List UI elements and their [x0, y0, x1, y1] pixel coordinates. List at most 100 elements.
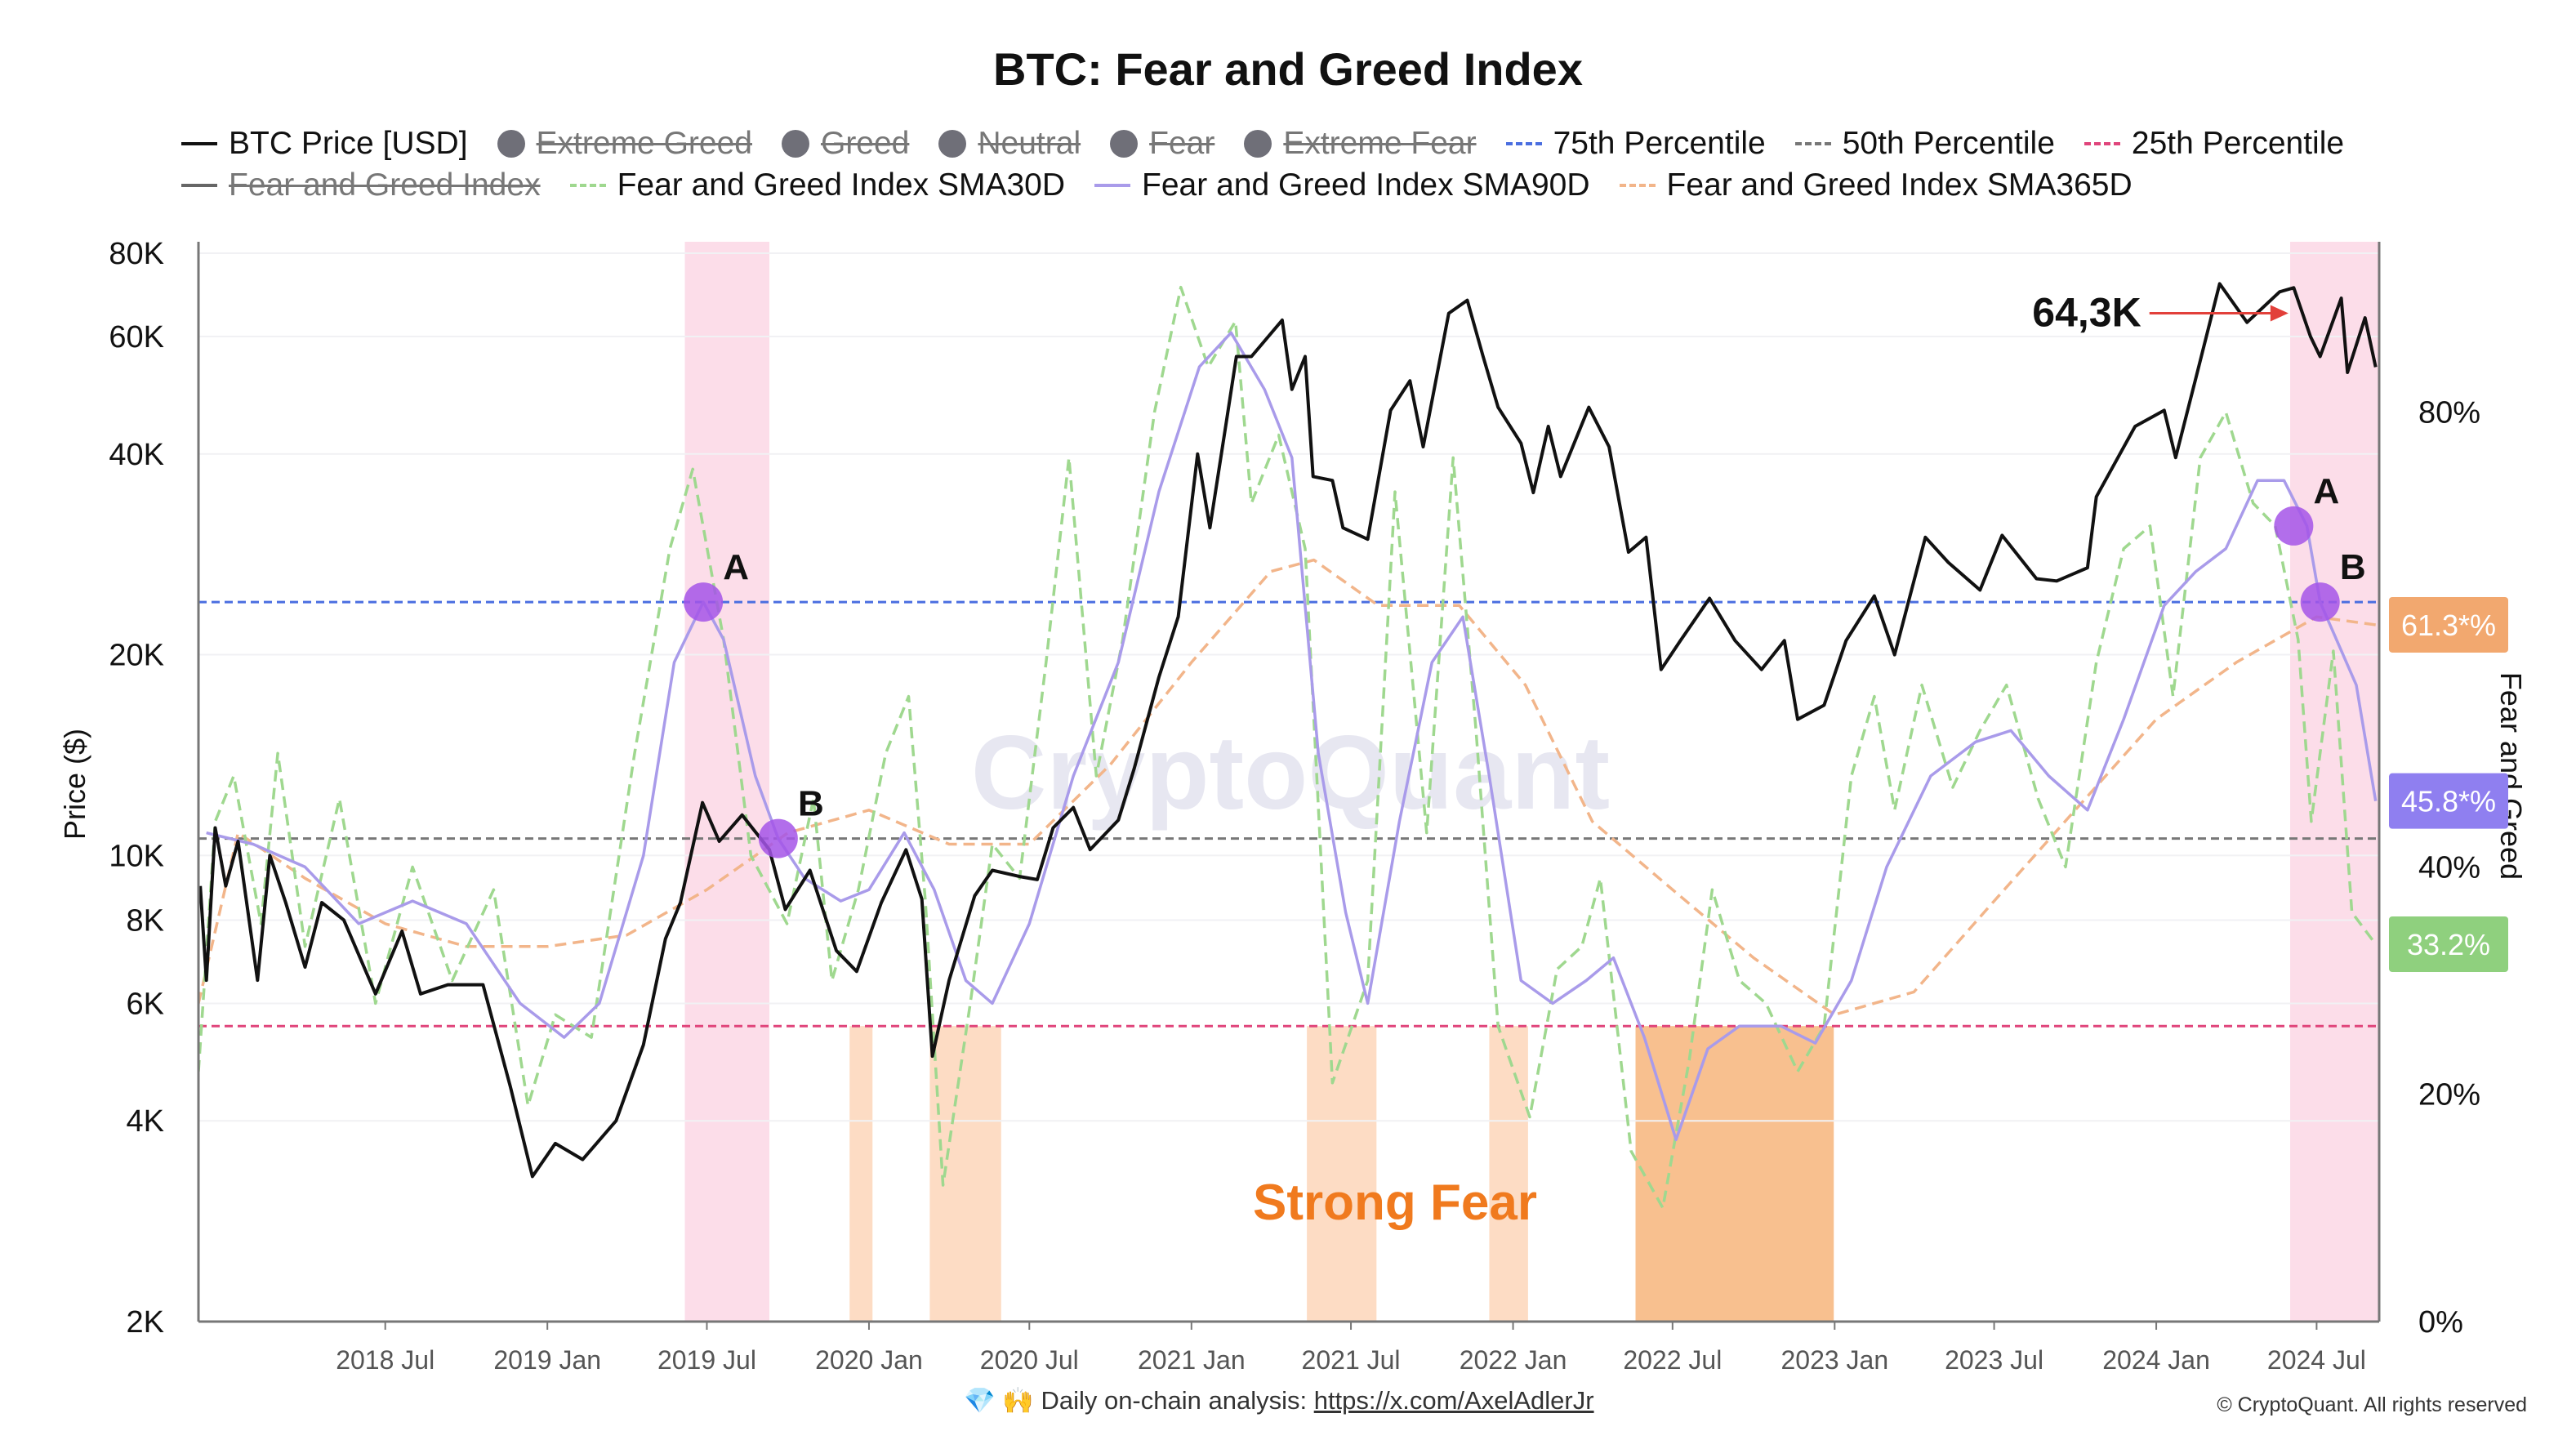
legend-row-1: BTC Price [USD] Extreme Greed Greed Neutral…: [181, 126, 2344, 162]
y-left-tick-label: 4K: [127, 1104, 164, 1139]
legend-item-75th-percentile[interactable]: 75th Percentile: [1505, 126, 1766, 162]
marker-b: [2300, 582, 2340, 622]
marker-a: [2274, 506, 2314, 546]
watermark: CryptoQuant: [971, 715, 1610, 832]
series-line-fear-and-greed-index-sma30d: [198, 285, 2378, 1210]
footer-text: Daily on-chain analysis:: [1041, 1386, 1314, 1415]
legend-label: 50th Percentile: [1842, 126, 2055, 161]
legend-item-fear[interactable]: Fear: [1110, 126, 1214, 162]
legend-swatch: [1794, 142, 1831, 145]
legend-item-btc-price-usd-[interactable]: BTC Price [USD]: [181, 126, 468, 162]
series-layer: [198, 282, 2378, 1210]
legend-swatch: [1244, 130, 1272, 158]
y-left-tick-label: 40K: [109, 438, 164, 472]
price-arrow-head: [2270, 305, 2289, 322]
legend-label: Fear: [1149, 126, 1215, 161]
y-left-tick-label: 8K: [127, 903, 164, 938]
legend-label: Neutral: [978, 126, 1081, 161]
x-tick-label: 2022 Jan: [1460, 1345, 1567, 1375]
value-badge: [2389, 773, 2508, 829]
value-badge-label: 61.3*%: [2401, 609, 2496, 642]
strong-fear-label: Strong Fear: [1253, 1175, 1537, 1231]
legend-swatch: [181, 184, 217, 187]
legend-item-fear-and-greed-index-sma30d[interactable]: Fear and Greed Index SMA30D: [569, 167, 1066, 203]
value-badge: [2389, 916, 2508, 972]
x-tick-label: 2021 Jul: [1302, 1345, 1401, 1375]
fear-zone: [1635, 1026, 1834, 1322]
axes-layer: 2K 4K 6K 8K 10K 20K 40K 60K 80K 0% 20% 40% 80% 2018 J…: [58, 237, 2528, 1375]
marker-label: A: [2313, 471, 2339, 511]
price-callout: 64,3K: [2032, 289, 2141, 335]
legend-swatch: [1094, 184, 1131, 187]
y-left-axis-title: Price ($): [58, 729, 91, 840]
legend-item-fear-and-greed-index[interactable]: Fear and Greed Index: [181, 167, 541, 203]
series-line-btc-price-usd-: [198, 282, 2378, 1179]
x-tick-label: 2023 Jan: [1780, 1345, 1888, 1375]
y-right-tick-label: 0%: [2418, 1305, 2463, 1340]
y-left-tick-label: 2K: [127, 1305, 164, 1340]
legend-swatch: [181, 142, 217, 145]
x-tick-label: 2023 Jul: [1945, 1345, 2043, 1375]
footer-link[interactable]: https://x.com/AxelAdlerJr: [1313, 1386, 1594, 1415]
legend-label: Greed: [820, 126, 910, 161]
zone-layer: [684, 242, 2379, 1322]
legend-swatch: [497, 130, 525, 158]
x-tick-label: 2020 Jul: [980, 1345, 1079, 1375]
legend-label: Fear and Greed Index SMA365D: [1666, 167, 2133, 203]
x-tick-label: 2018 Jul: [336, 1345, 435, 1375]
legend-row-2: Fear and Greed Index Fear and Greed Index…: [181, 167, 2133, 203]
fear-zone: [849, 1026, 873, 1322]
series-line-fear-and-greed-index-sma365d: [198, 558, 2376, 1017]
x-tick-label: 2024 Jul: [2267, 1345, 2366, 1375]
value-badge-label: 33.2%: [2407, 928, 2490, 961]
x-tick-label: 2021 Jan: [1138, 1345, 1246, 1375]
fear-zone: [1489, 1026, 1528, 1322]
chart-title: BTC: Fear and Greed Index: [993, 43, 1583, 95]
y-right-tick-label: 20%: [2418, 1078, 2480, 1112]
percentile-layer: [198, 600, 2379, 1028]
greed-zone: [2290, 242, 2379, 1322]
y-left-tick-label: 6K: [127, 987, 164, 1021]
marker-label: B: [2340, 547, 2366, 587]
legend-label: Extreme Greed: [536, 126, 752, 161]
value-badge: [2389, 596, 2508, 653]
legend-label: 75th Percentile: [1553, 126, 1766, 161]
legend-item-neutral[interactable]: Neutral: [938, 126, 1081, 162]
legend-swatch: [781, 130, 809, 158]
marker-a: [684, 582, 724, 622]
marker-b: [758, 818, 798, 858]
legend-item-25th-percentile[interactable]: 25th Percentile: [2084, 126, 2344, 162]
legend-swatch: [938, 130, 967, 158]
legend-item-extreme-fear[interactable]: Extreme Fear: [1244, 126, 1477, 162]
x-tick-label: 2019 Jan: [493, 1345, 601, 1375]
legend-swatch: [569, 184, 606, 187]
legend-swatch: [2084, 142, 2120, 145]
y-left-tick-label: 20K: [109, 639, 164, 673]
legend-label: Fear and Greed Index SMA90D: [1142, 167, 1590, 203]
y-left-tick-label: 80K: [109, 237, 164, 271]
legend-swatch: [1619, 184, 1656, 187]
legend-label: BTC Price [USD]: [229, 126, 468, 161]
legend-label: Fear and Greed Index: [229, 167, 541, 203]
legend-swatch: [1110, 130, 1139, 158]
footer-emoji: 💎 🙌: [964, 1386, 1034, 1415]
legend-item-extreme-greed[interactable]: Extreme Greed: [497, 126, 752, 162]
x-tick-label: 2024 Jan: [2102, 1345, 2210, 1375]
fear-zone: [929, 1026, 1001, 1322]
greed-zone: [684, 242, 770, 1322]
legend-label: Extreme Fear: [1283, 126, 1477, 161]
legend-label: Fear and Greed Index SMA30D: [617, 167, 1066, 203]
value-badge-label: 45.8*%: [2401, 785, 2496, 818]
legend-item-fear-and-greed-index-sma365d[interactable]: Fear and Greed Index SMA365D: [1619, 167, 2133, 203]
fear-zone: [1307, 1026, 1377, 1322]
y-right-tick-label: 80%: [2418, 396, 2480, 430]
legend-item-fear-and-greed-index-sma90d[interactable]: Fear and Greed Index SMA90D: [1094, 167, 1590, 203]
y-right-tick-label: 40%: [2418, 850, 2480, 885]
x-tick-label: 2022 Jul: [1623, 1345, 1722, 1375]
legend-item-50th-percentile[interactable]: 50th Percentile: [1794, 126, 2055, 162]
x-tick-label: 2020 Jan: [815, 1345, 923, 1375]
badge-layer: 61.3*% 45.8*% 33.2%: [2389, 596, 2508, 972]
legend-item-greed[interactable]: Greed: [781, 126, 910, 162]
